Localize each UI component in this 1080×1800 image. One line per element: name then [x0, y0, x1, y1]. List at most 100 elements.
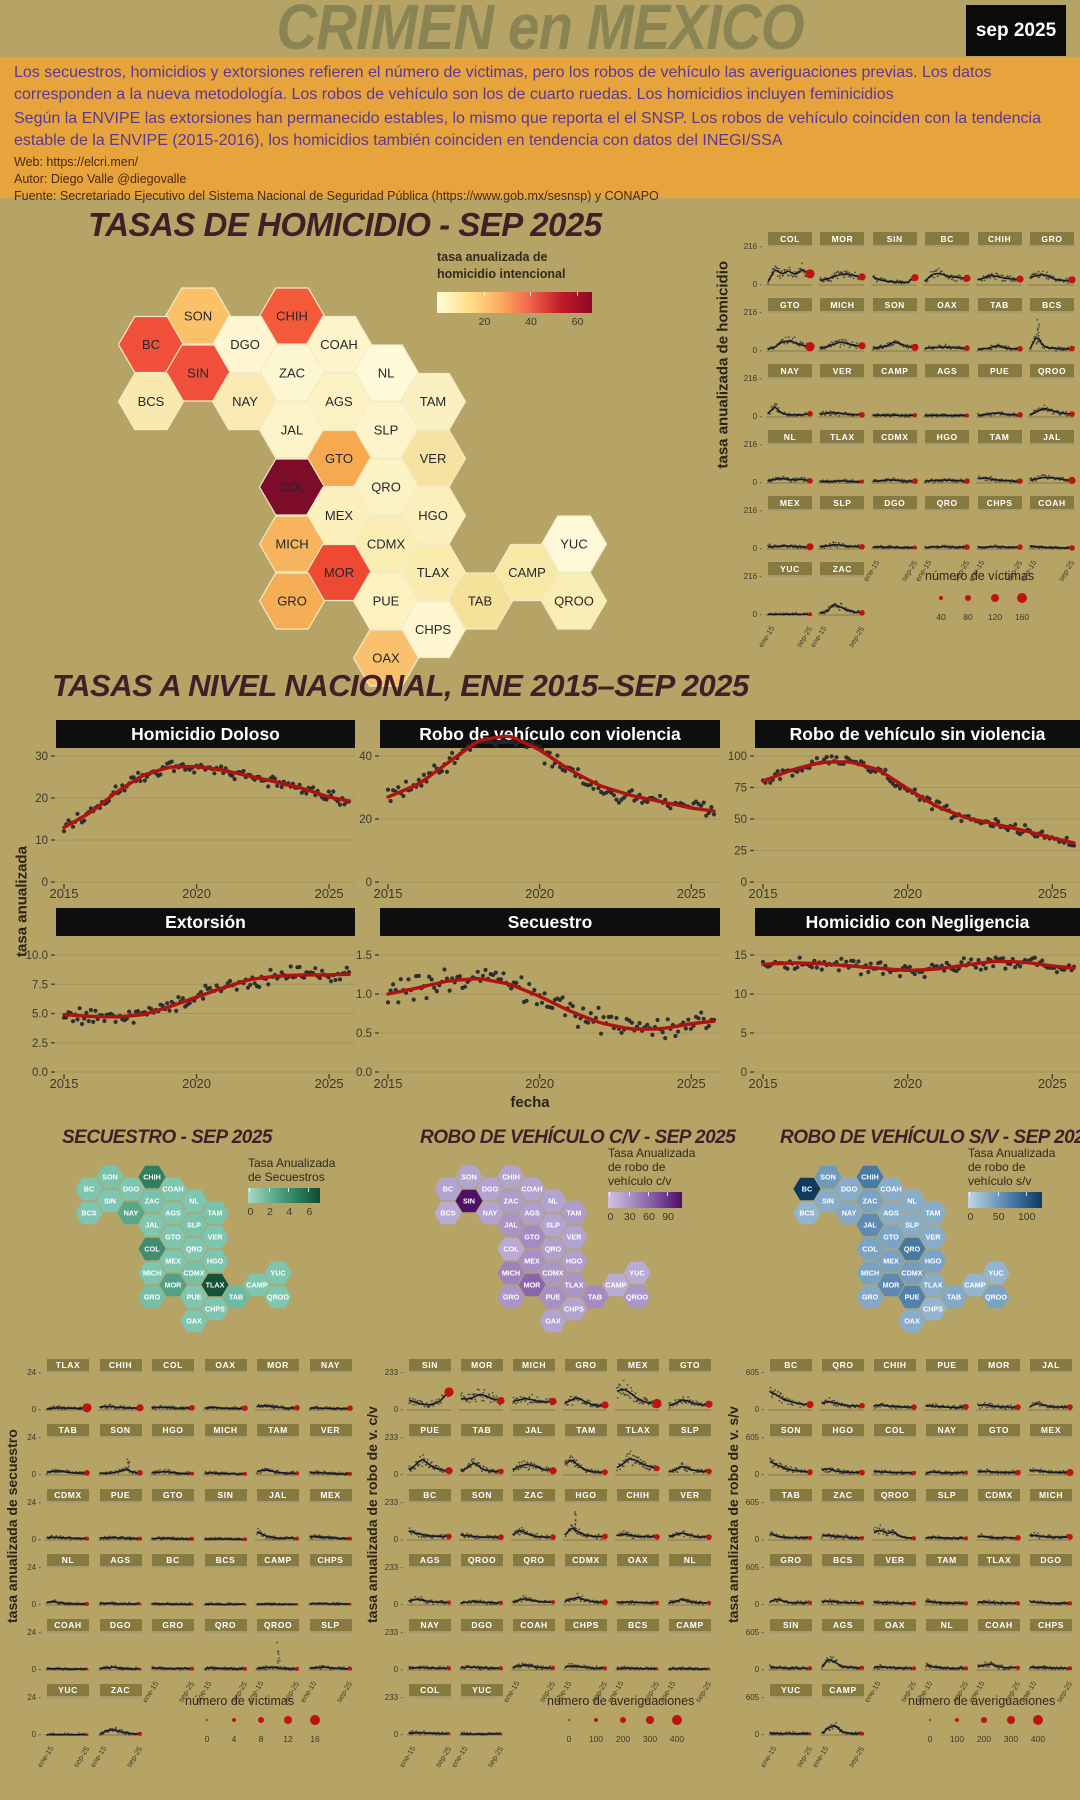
panel-dot — [1014, 280, 1017, 282]
panel-header-VER: VER — [820, 364, 865, 379]
scatter-dot — [575, 1024, 581, 1029]
panel-dot — [256, 1472, 259, 1474]
panel-chart-HGO — [923, 478, 970, 484]
panel-dot — [1038, 547, 1040, 550]
panel-dot — [800, 267, 803, 270]
panel-dot — [838, 339, 841, 342]
panel-dot — [794, 544, 797, 546]
panel-header-OAX: OAX — [204, 1359, 247, 1373]
hex-label-NAY: NAY — [124, 1209, 139, 1218]
y-tick-label: 10 — [734, 989, 747, 1001]
panel-dot — [837, 546, 839, 549]
legend-tick-label: 6 — [306, 1206, 313, 1218]
legend-title-line: Tasa Anualizada — [248, 1156, 336, 1170]
panel-latest-dot — [190, 1536, 194, 1541]
chart-title-3: Extorsión — [56, 908, 355, 936]
panel-dot — [825, 411, 828, 413]
panel-dot — [1030, 477, 1033, 480]
panel-dot — [989, 475, 992, 478]
scatter-dot — [268, 967, 273, 972]
panel-dot — [886, 548, 889, 550]
scatter-dot — [883, 767, 888, 772]
x-axis-label-end: sep-25 — [1056, 558, 1077, 583]
panel-trend-line — [767, 545, 810, 548]
hex-label-QRO: QRO — [545, 1245, 562, 1254]
hex-label-CHPS: CHPS — [415, 622, 451, 637]
scatter-dot — [326, 789, 331, 794]
panel-dot — [826, 479, 829, 482]
hex-label-CDMX: CDMX — [367, 537, 406, 552]
panel-dot — [103, 1404, 106, 1407]
panel-dot — [994, 278, 997, 281]
panel-dot — [833, 542, 835, 544]
y-tick-max: 216 - — [743, 506, 762, 515]
scatter-dot — [785, 966, 790, 971]
hex-label-PUE: PUE — [546, 1293, 561, 1302]
x-tick-label: 2025 — [1038, 886, 1067, 901]
panel-dot — [317, 1472, 320, 1475]
multiples-y-axis-label: tasa anualizada de homicidio — [714, 260, 732, 469]
panel-header-QRO: QRO — [925, 496, 970, 511]
panel-dot — [837, 277, 839, 280]
scatter-dot — [775, 769, 780, 774]
scatter-dot — [1054, 970, 1059, 975]
panel-header-NL: NL — [47, 1554, 89, 1568]
chart-title-5: Homicidio con Negligencia — [755, 908, 1080, 936]
panel-dot — [847, 481, 850, 484]
hex-label-YUC: YUC — [270, 1269, 285, 1278]
panel-dot — [845, 411, 848, 414]
panel-latest-dot — [806, 543, 814, 551]
x-tick-label: 2015 — [50, 1076, 79, 1091]
panel-header-SIN: SIN — [872, 232, 917, 247]
scatter-dot — [609, 790, 614, 795]
panel-latest-dot — [912, 545, 917, 550]
panel-dot — [989, 277, 991, 279]
web-line: Web: https://elcri.men/ — [14, 155, 139, 169]
panel-dot — [1009, 482, 1011, 484]
panel-dot — [829, 343, 832, 346]
panel-dot — [272, 1538, 274, 1541]
panel-dot — [841, 338, 844, 341]
scatter-dot — [1000, 956, 1006, 961]
homicide-section-title: TASAS DE HOMICIDIO - SEP 2025 — [88, 206, 602, 243]
legend-title-line: de robo de — [608, 1160, 666, 1174]
scatter-dot — [82, 818, 87, 823]
scatter-dot — [61, 829, 67, 834]
page-title: CRIMEN en MEXICO — [276, 0, 804, 63]
panel-dot — [58, 1405, 61, 1407]
panel-header-TAM: TAM — [257, 1424, 299, 1438]
scatter-dot — [944, 803, 949, 808]
hex-label-CDMX: CDMX — [542, 1269, 563, 1278]
scatter-dot — [844, 959, 849, 964]
scatter-dot — [637, 1021, 642, 1026]
scatter-dot — [491, 740, 496, 745]
hex-label-GTO: GTO — [325, 451, 353, 466]
size-legend-dot — [938, 595, 944, 601]
hex-label-TAM: TAM — [420, 394, 446, 409]
hex-label-NL: NL — [907, 1197, 917, 1206]
panel-trend-line — [820, 341, 862, 349]
panel-latest-dot — [808, 612, 812, 617]
panel-dot — [829, 414, 832, 416]
panel-trend-line — [925, 346, 967, 349]
panel-trend-line — [1029, 545, 1072, 549]
y-tick-max: 24 - — [27, 1563, 41, 1572]
scatter-dot — [136, 770, 141, 775]
panel-latest-dot — [135, 1404, 144, 1412]
scatter-dot — [331, 789, 336, 794]
panel-dot — [987, 276, 990, 279]
panel-latest-dot — [805, 269, 815, 279]
y-tick-label: 0.5 — [356, 1028, 372, 1040]
scatter-dot — [266, 982, 271, 987]
scatter-dot — [324, 797, 329, 802]
trend-line — [62, 764, 351, 830]
panel-chart-TAB — [45, 1468, 90, 1476]
panel-dot — [857, 543, 860, 546]
panel-dot — [830, 280, 833, 282]
scatter-dot — [252, 981, 257, 986]
scatter-dot — [279, 784, 284, 790]
panel-dot — [985, 277, 988, 280]
panel-dot — [1032, 547, 1035, 549]
panel-latest-dot — [860, 479, 865, 484]
